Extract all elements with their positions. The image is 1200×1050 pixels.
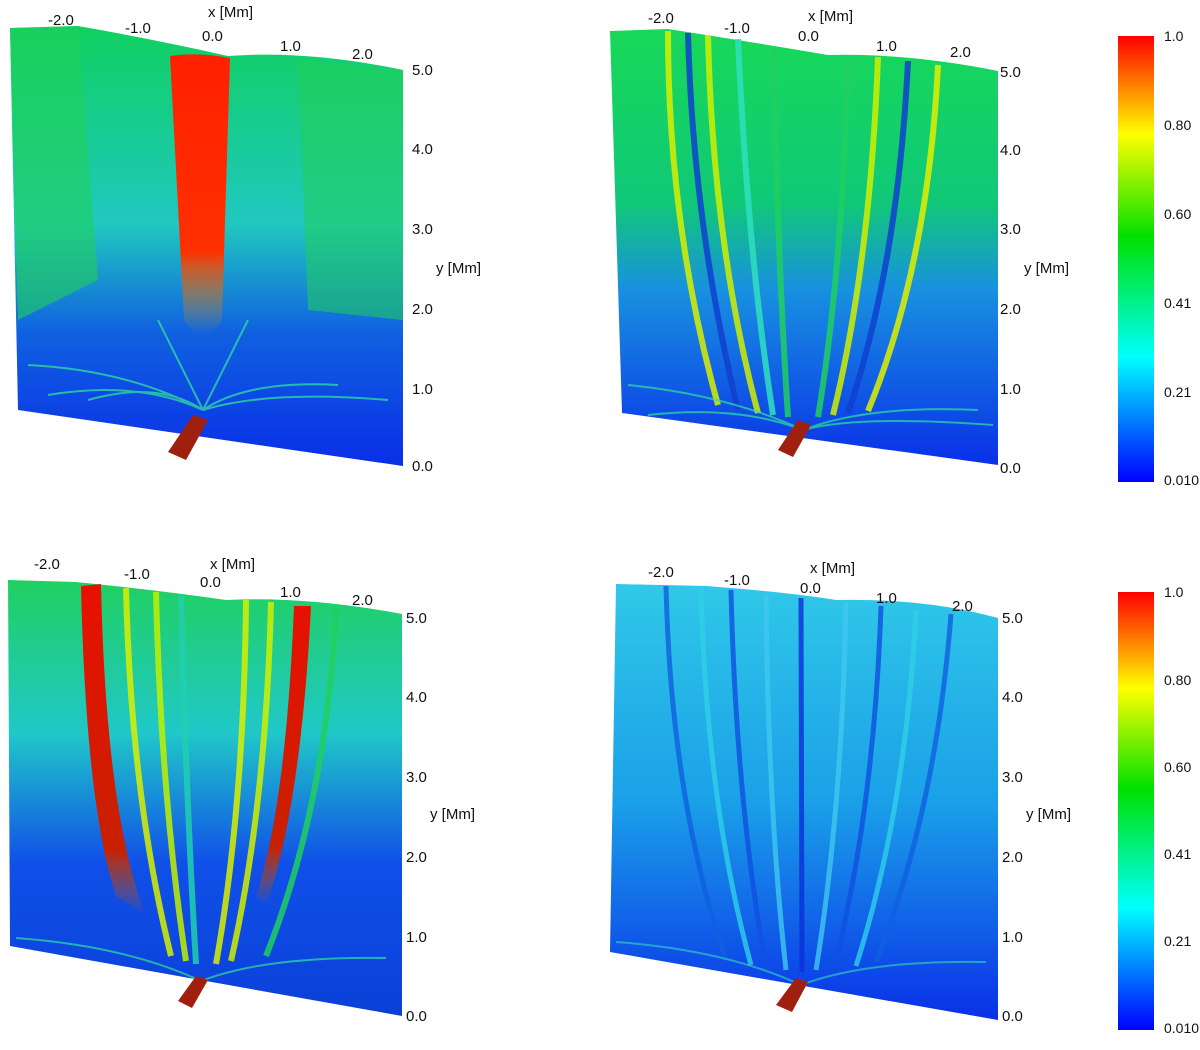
y-tick: 1.0: [406, 929, 427, 946]
y-axis-label: y [Mm]: [1024, 260, 1069, 277]
colorbar-tick: 0.41: [1164, 846, 1192, 862]
red-plume: [170, 54, 230, 336]
flare-base: [778, 420, 811, 457]
field-right: [298, 60, 403, 320]
x-tick: -2.0: [648, 564, 674, 581]
x-axis-label: x [Mm]: [810, 560, 855, 577]
surface-plot: [610, 29, 998, 465]
x-tick: -2.0: [648, 10, 674, 27]
colorbar-tick: 0.21: [1164, 933, 1192, 949]
strand-columns: [665, 30, 941, 418]
y-tick: 3.0: [1002, 769, 1023, 786]
x-tick: 1.0: [876, 590, 897, 607]
panel-bottom-right: x [Mm] -2.0 -1.0 0.0 1.0 2.0 5.0 4.0 3.0…: [600, 550, 1100, 1040]
surface-plot: [610, 584, 998, 1020]
y-tick: 5.0: [1002, 610, 1023, 627]
x-axis-label: x [Mm]: [208, 4, 253, 21]
surface-sheet: [8, 580, 402, 1016]
x-tick: 2.0: [950, 44, 971, 61]
y-tick: 0.0: [1000, 460, 1021, 477]
colorbar-tick: 0.41: [1164, 295, 1192, 311]
x-tick: 0.0: [800, 580, 821, 597]
colorbar-bottom: 1.0 0.80 0.60 0.41 0.21 0.010: [1118, 584, 1200, 1042]
red-strip-left: [81, 584, 146, 916]
colorbar-tick: 0.60: [1164, 206, 1192, 222]
y-axis-label: y [Mm]: [1026, 806, 1071, 823]
x-tick: 0.0: [200, 574, 221, 591]
colorbar-tick: 0.80: [1164, 117, 1192, 133]
x-axis-label: x [Mm]: [808, 8, 853, 25]
x-tick: -2.0: [34, 556, 60, 573]
y-tick: 3.0: [412, 221, 433, 238]
y-tick: 5.0: [412, 62, 433, 79]
colorbar-gradient: [1118, 592, 1154, 1030]
x-tick: 2.0: [352, 592, 373, 609]
colorbar-tick: 0.80: [1164, 672, 1192, 688]
y-tick: 4.0: [406, 689, 427, 706]
y-tick: 3.0: [1000, 221, 1021, 238]
colorbar-tick: 0.21: [1164, 384, 1192, 400]
colorbar-tick: 0.60: [1164, 759, 1192, 775]
x-tick: 2.0: [952, 598, 973, 615]
x-tick: 0.0: [798, 28, 819, 45]
y-tick: 4.0: [1002, 689, 1023, 706]
y-tick: 0.0: [406, 1008, 427, 1025]
y-tick: 2.0: [1000, 301, 1021, 318]
panel-top-right: x [Mm] -2.0 -1.0 0.0 1.0 2.0 5.0 4.0 3.0…: [600, 0, 1100, 480]
strand-fan: [15, 937, 387, 982]
x-tick: -1.0: [124, 566, 150, 583]
y-tick: 5.0: [406, 610, 427, 627]
y-tick: 1.0: [1000, 381, 1021, 398]
strand-columns: [123, 587, 339, 965]
x-tick: -1.0: [724, 572, 750, 589]
y-tick: 3.0: [406, 769, 427, 786]
red-strip-right: [256, 606, 311, 906]
y-tick: 1.0: [412, 381, 433, 398]
x-tick: 1.0: [280, 38, 301, 55]
colorbar-tick: 0.010: [1164, 1020, 1200, 1036]
x-tick: 1.0: [280, 584, 301, 601]
panel-top-left: x [Mm] -2.0 -1.0 0.0 1.0 2.0 5.0 4.0 3.0…: [0, 0, 500, 480]
y-tick: 5.0: [1000, 64, 1021, 81]
x-tick: -1.0: [724, 20, 750, 37]
flare-base: [776, 978, 808, 1012]
x-tick: 2.0: [352, 46, 373, 63]
y-tick: 2.0: [412, 301, 433, 318]
surface-plot: [8, 580, 402, 1016]
flare-base: [178, 976, 208, 1008]
y-axis-label: y [Mm]: [436, 260, 481, 277]
y-tick: 4.0: [412, 141, 433, 158]
colorbar-top: 1.0 0.80 0.60 0.41 0.21 0.010: [1118, 28, 1200, 488]
surface-plot: [10, 26, 403, 466]
y-tick: 1.0: [1002, 929, 1023, 946]
colorbar-tick: 0.010: [1164, 472, 1200, 488]
strand-columns: [663, 585, 954, 973]
colorbar-tick: 1.0: [1164, 28, 1184, 44]
colorbar-gradient: [1118, 36, 1154, 482]
strand-fan: [27, 319, 389, 411]
strand-fan: [627, 384, 994, 431]
x-tick: -1.0: [125, 20, 151, 37]
y-tick: 4.0: [1000, 142, 1021, 159]
strand-fan: [615, 941, 987, 986]
y-tick: 0.0: [1002, 1008, 1023, 1025]
field-left: [10, 26, 98, 320]
colorbar-tick: 1.0: [1164, 584, 1184, 600]
flare-base: [168, 415, 208, 460]
y-tick: 2.0: [406, 849, 427, 866]
x-tick: 1.0: [876, 38, 897, 55]
y-tick: 0.0: [412, 458, 433, 475]
y-tick: 2.0: [1002, 849, 1023, 866]
panel-bottom-left: x [Mm] -2.0 -1.0 0.0 1.0 2.0 5.0 4.0 3.0…: [0, 550, 500, 1040]
x-tick: -2.0: [48, 12, 74, 29]
x-axis-label: x [Mm]: [210, 556, 255, 573]
x-tick: 0.0: [202, 28, 223, 45]
y-axis-label: y [Mm]: [430, 806, 475, 823]
